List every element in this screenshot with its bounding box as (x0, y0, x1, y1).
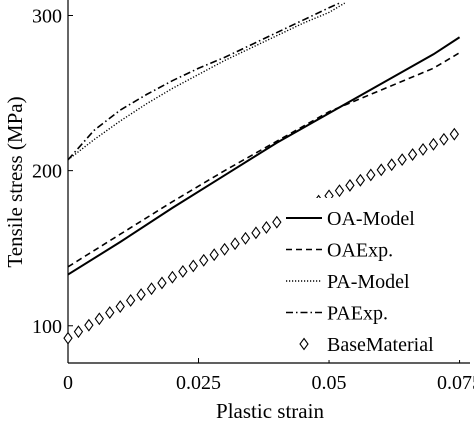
basematerial-point (345, 178, 355, 192)
basematerial-point (418, 142, 428, 156)
basematerial-point (261, 220, 272, 234)
paexp-line (68, 2, 340, 161)
basematerial-point (230, 237, 240, 251)
basematerial-point (146, 282, 157, 296)
basematerial-point (272, 215, 282, 229)
x-axis-label: Plastic strain (216, 399, 324, 423)
basematerial-point (439, 132, 449, 146)
basematerial-point (251, 226, 261, 240)
basematerial-point (387, 158, 397, 172)
legend-basematerial-label: BaseMaterial (327, 334, 434, 356)
chart-legend: OA-Model OAExp. PA-Model PAExp. BaseMaterial (282, 198, 468, 360)
oa-model-line (68, 36, 461, 276)
basematerial-point (366, 168, 376, 182)
basematerial-point (334, 184, 345, 198)
legend-oa-model-label: OA-Model (327, 208, 415, 230)
oaexp-line (68, 52, 460, 268)
basematerial-point (428, 137, 439, 151)
basematerial-point (105, 306, 115, 320)
basematerial-point (178, 265, 188, 278)
basematerial-point (73, 325, 84, 339)
basematerial-point (84, 318, 94, 332)
basematerial-point (136, 288, 146, 302)
basematerial-point (397, 153, 407, 167)
basematerial-point (63, 331, 73, 345)
basematerial-point (209, 248, 219, 262)
y-tick-label: 200 (32, 161, 62, 183)
basematerial-point (94, 312, 105, 326)
x-tick-label: 0.025 (176, 372, 221, 394)
axis-ticks: 0 0.025 0.05 0.075 100 200 300 (32, 6, 474, 394)
basematerial-point (376, 163, 386, 177)
basematerial-point (167, 270, 178, 284)
x-tick-label: 0 (63, 372, 73, 394)
x-tick-label: 0.05 (312, 372, 347, 394)
legend-paexp-label: PAExp. (327, 303, 388, 325)
plot-axes (67, 0, 470, 364)
legend-pa-model-label: PA-Model (327, 271, 410, 293)
basematerial-point (125, 294, 136, 307)
basematerial-point (157, 276, 167, 290)
x-tick-label: 0.075 (437, 372, 474, 394)
legend-basematerial-swatch (299, 337, 309, 351)
pa-model-line (68, 2, 346, 161)
y-axis-label: Tensile stress (MPa) (3, 96, 27, 267)
basematerial-point (449, 127, 460, 141)
legend-background (282, 198, 468, 360)
y-tick-label: 100 (32, 316, 62, 338)
basematerial-point (355, 173, 366, 187)
basematerial-point (115, 300, 125, 313)
basematerial-point (407, 148, 418, 161)
legend-oaexp-label: OAExp. (327, 240, 393, 262)
basematerial-point (199, 253, 209, 267)
basematerial-point (188, 259, 198, 273)
y-tick-label: 300 (32, 6, 62, 28)
series-layer (68, 2, 461, 276)
basematerial-point (240, 231, 251, 245)
basematerial-point (219, 242, 230, 256)
